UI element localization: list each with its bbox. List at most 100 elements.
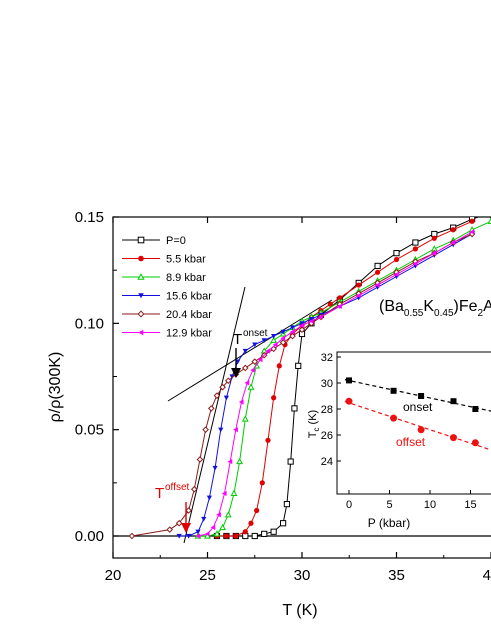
data-point bbox=[216, 512, 221, 518]
inset-y-tick-label: 26 bbox=[321, 430, 333, 442]
data-point bbox=[393, 250, 400, 257]
data-point bbox=[308, 318, 314, 324]
inset-x-axis-title: P (kbar) bbox=[368, 516, 410, 530]
onset-annotation: T onset bbox=[231, 328, 268, 378]
data-point bbox=[213, 530, 221, 537]
y-tick-label: 0.00 bbox=[75, 528, 104, 545]
legend-marker bbox=[138, 329, 144, 336]
data-point bbox=[375, 269, 381, 275]
data-point bbox=[202, 426, 209, 433]
data-point bbox=[289, 325, 296, 331]
offset-arrow-head bbox=[181, 523, 191, 533]
data-point bbox=[242, 348, 248, 354]
data-point bbox=[185, 507, 192, 514]
data-point bbox=[204, 531, 210, 537]
data-point bbox=[289, 332, 296, 340]
legend-label: 15.6 kbar bbox=[166, 291, 212, 303]
inset-fit-line bbox=[344, 400, 491, 451]
data-point bbox=[280, 520, 287, 527]
data-point bbox=[375, 282, 380, 288]
data-point bbox=[308, 317, 315, 322]
main-x-axis-title: T (K) bbox=[282, 602, 317, 619]
y-tick-label: 0.10 bbox=[75, 315, 104, 332]
data-point bbox=[241, 415, 249, 422]
data-point bbox=[207, 405, 215, 412]
main-y-axis-title: ρ/ρ(300K) bbox=[47, 352, 64, 423]
legend: P=0 5.5 kbar 8.9 kbar 15.6 kbar 20.4 kbar 12.… bbox=[122, 235, 212, 340]
data-point bbox=[233, 533, 239, 539]
data-point bbox=[431, 235, 437, 241]
data-point bbox=[218, 427, 224, 433]
inset-data-point bbox=[390, 387, 397, 394]
data-point bbox=[469, 229, 475, 235]
legend-marker bbox=[138, 293, 144, 299]
data-point bbox=[219, 383, 226, 391]
data-point bbox=[244, 380, 250, 386]
inset-data-point bbox=[345, 397, 353, 405]
data-point bbox=[291, 405, 298, 412]
steep-tangent-line bbox=[183, 286, 246, 544]
legend-label: 12.9 kbar bbox=[166, 328, 212, 340]
data-point bbox=[261, 530, 268, 537]
data-point bbox=[252, 342, 258, 348]
data-point bbox=[251, 358, 259, 365]
data-point bbox=[259, 480, 265, 486]
data-point bbox=[176, 533, 182, 539]
data-point bbox=[412, 246, 418, 252]
data-point bbox=[223, 533, 229, 539]
x-tick-label: 25 bbox=[199, 567, 216, 584]
legend-marker bbox=[137, 310, 145, 318]
data-point bbox=[327, 301, 333, 307]
x-tick-label: 20 bbox=[105, 567, 122, 584]
legend-marker bbox=[137, 273, 145, 280]
data-point bbox=[412, 261, 418, 267]
inset-y-tick-label: 32 bbox=[321, 352, 333, 364]
data-point bbox=[393, 271, 399, 278]
inset-fit-line bbox=[344, 379, 491, 412]
data-point bbox=[254, 507, 260, 514]
main-axis-ticks: 20 25 30 35 40 0.00 0.05 0.10 0.15 bbox=[75, 209, 491, 584]
onset-arrow-head bbox=[231, 368, 241, 378]
data-point bbox=[251, 532, 258, 540]
data-point bbox=[195, 529, 201, 535]
data-point bbox=[241, 364, 249, 372]
data-point bbox=[236, 457, 244, 465]
data-point bbox=[270, 336, 278, 343]
inset-series-group bbox=[344, 377, 491, 451]
data-point bbox=[257, 356, 263, 363]
tangent-lines bbox=[167, 286, 333, 544]
data-point bbox=[233, 427, 238, 433]
data-point bbox=[196, 456, 204, 463]
data-point bbox=[280, 335, 286, 341]
inset-data-point bbox=[346, 377, 352, 384]
inset-series-1 bbox=[344, 397, 491, 451]
data-point bbox=[265, 437, 271, 443]
onset-label-base: T bbox=[233, 331, 242, 348]
data-point bbox=[261, 338, 267, 343]
inset-series-0 bbox=[344, 377, 491, 412]
inset-x-tick-label: 0 bbox=[346, 499, 352, 511]
data-point bbox=[230, 489, 238, 497]
y-tick-label: 0.15 bbox=[75, 209, 104, 226]
data-point bbox=[271, 395, 277, 401]
legend-marker bbox=[137, 236, 145, 244]
inset-x-tick-label: 5 bbox=[386, 499, 392, 511]
data-point bbox=[265, 348, 271, 354]
data-point bbox=[224, 511, 232, 518]
data-point bbox=[212, 465, 218, 471]
data-point bbox=[276, 363, 282, 369]
onset-label-sup: onset bbox=[243, 328, 268, 339]
data-point bbox=[289, 329, 295, 335]
inset-x-tick-label: 10 bbox=[424, 499, 436, 511]
data-point bbox=[186, 533, 192, 539]
compound-formula: (Ba0.55K0.45)Fe2A bbox=[379, 298, 491, 319]
offset-label-base: T bbox=[155, 485, 164, 502]
data-point bbox=[175, 519, 183, 527]
inset-data-point bbox=[449, 434, 457, 442]
inset-data-point bbox=[472, 406, 479, 412]
data-point bbox=[238, 399, 244, 405]
data-point bbox=[210, 524, 216, 531]
inset-axis-ticks: 0 5 10 15 24 26 28 30 32 bbox=[321, 352, 477, 511]
inset-y-tick-label: 30 bbox=[321, 378, 333, 390]
